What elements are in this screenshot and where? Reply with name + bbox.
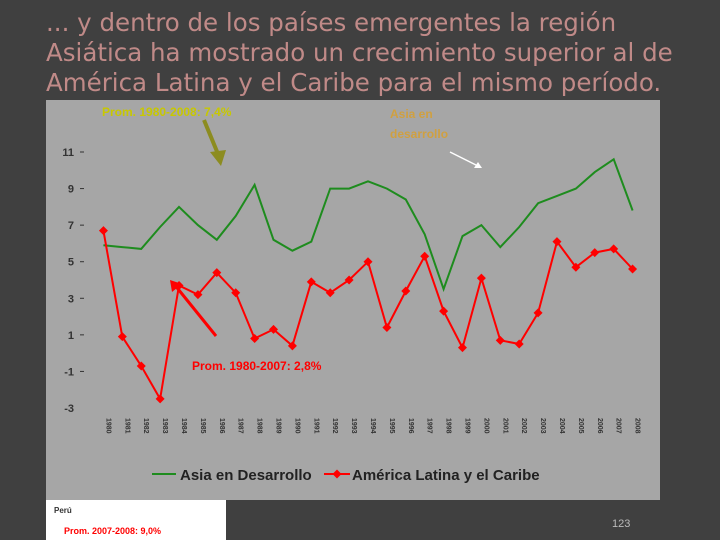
page-number: 123 (612, 518, 631, 530)
note-label: Perú (54, 506, 72, 515)
x-tick-label: 1985 (199, 418, 206, 434)
x-tick-label: 2001 (501, 418, 508, 434)
y-tick-label: -1 (64, 366, 74, 378)
latam-data-point (552, 237, 562, 247)
latam-data-point (287, 341, 297, 351)
line-chart: -3 -1 1 3 5 7 9 11 1980 1981 1982 1983 1984 1985 1986 1… (62, 105, 641, 484)
x-tick-label: 1998 (445, 418, 452, 434)
latam-data-point (306, 277, 316, 287)
x-tick-label: 2002 (520, 418, 527, 434)
latam-average-annotation: Prom. 1980-2007: 2,8% (192, 359, 322, 373)
latam-data-point (325, 288, 335, 298)
asia-label-line1: Asia en (390, 107, 433, 121)
latam-data-point (439, 306, 449, 316)
asia-label-line2: desarrollo (390, 127, 448, 141)
x-tick-label: 1993 (350, 418, 357, 434)
y-tick-label: 9 (68, 184, 74, 196)
latam-data-point (344, 275, 354, 285)
x-tick-label: 1982 (142, 418, 149, 434)
latam-data-point (401, 286, 411, 296)
asia-label-arrowhead (474, 162, 482, 168)
latam-series-line (102, 230, 634, 402)
x-tick-label: 2000 (482, 418, 489, 434)
asia-average-arrow (202, 119, 220, 155)
latam-data-point (363, 257, 373, 267)
asia-series-line (103, 157, 634, 293)
latam-data-point (250, 334, 260, 344)
latam-data-point (193, 290, 203, 300)
x-tick-label: 1996 (407, 418, 414, 434)
latam-data-point (590, 248, 600, 258)
asia-label-arrow (449, 151, 479, 167)
x-tick-label: 1983 (161, 418, 168, 434)
x-tick-label: 1986 (218, 418, 225, 434)
y-tick-label: 3 (68, 293, 74, 305)
x-tick-label: 1987 (237, 418, 244, 434)
legend-label-latam: América Latina y el Caribe (352, 467, 540, 484)
x-tick-label: 1994 (369, 418, 376, 434)
latam-data-point (533, 308, 543, 318)
note-text: Prom. 2007-2008: 9,0% (64, 526, 162, 536)
latam-data-point (457, 343, 467, 353)
x-tick-label: 2005 (577, 418, 584, 434)
latam-data-point (117, 332, 127, 342)
asia-average-annotation: Prom. 1980-2008: 7,4% (102, 105, 232, 119)
latam-data-point (495, 335, 505, 345)
legend-marker-latam (332, 469, 342, 479)
latam-data-point (212, 268, 222, 278)
y-tick-label: 11 (62, 147, 74, 159)
latam-data-point (609, 244, 619, 254)
x-tick-label: 1999 (463, 418, 470, 434)
x-tick-label: 2003 (539, 418, 546, 434)
slide-title: ... y dentro de los países emergentes la… (46, 8, 673, 97)
latam-data-point (98, 226, 108, 236)
y-tick-label: -3 (64, 403, 74, 415)
legend-label-asia: Asia en Desarrollo (180, 467, 312, 484)
x-tick-label: 2006 (596, 418, 603, 434)
x-tick-label: 1995 (388, 418, 395, 434)
latam-data-point (514, 339, 524, 349)
x-tick-label: 1980 (104, 418, 111, 434)
latam-data-point (420, 251, 430, 261)
y-tick-label: 5 (68, 257, 74, 269)
x-tick-label: 2004 (558, 418, 565, 434)
latam-data-point (136, 361, 146, 371)
latam-average-arrow (172, 283, 218, 337)
asia-average-arrowhead (210, 150, 226, 166)
latam-average-arrowhead (170, 280, 182, 292)
latam-data-point (476, 273, 486, 283)
latam-data-point (571, 262, 581, 272)
x-tick-label: 1984 (180, 418, 187, 434)
latam-data-point (382, 323, 392, 333)
x-tick-label: 1981 (123, 418, 130, 434)
y-tick-label: 1 (68, 330, 74, 342)
x-tick-label: 2008 (634, 418, 641, 434)
x-tick-label: 2007 (615, 418, 622, 434)
x-tick-label: 1990 (293, 418, 300, 434)
latam-data-point (269, 324, 279, 334)
chart-panel: -3 -1 1 3 5 7 9 11 1980 1981 1982 1983 1984 1985 1986 1… (46, 100, 660, 500)
y-tick-label: 7 (68, 220, 74, 232)
peru-note-box: Perú Prom. 2007-2008: 9,0% (46, 500, 226, 540)
x-tick-label: 1992 (331, 418, 338, 434)
latam-data-point (231, 288, 241, 298)
x-tick-label: 1997 (426, 418, 433, 434)
latam-data-point (155, 394, 165, 404)
x-tick-label: 1991 (312, 418, 319, 434)
latam-data-point (628, 264, 638, 274)
x-tick-label: 1988 (256, 418, 263, 434)
x-tick-label: 1989 (275, 418, 282, 434)
